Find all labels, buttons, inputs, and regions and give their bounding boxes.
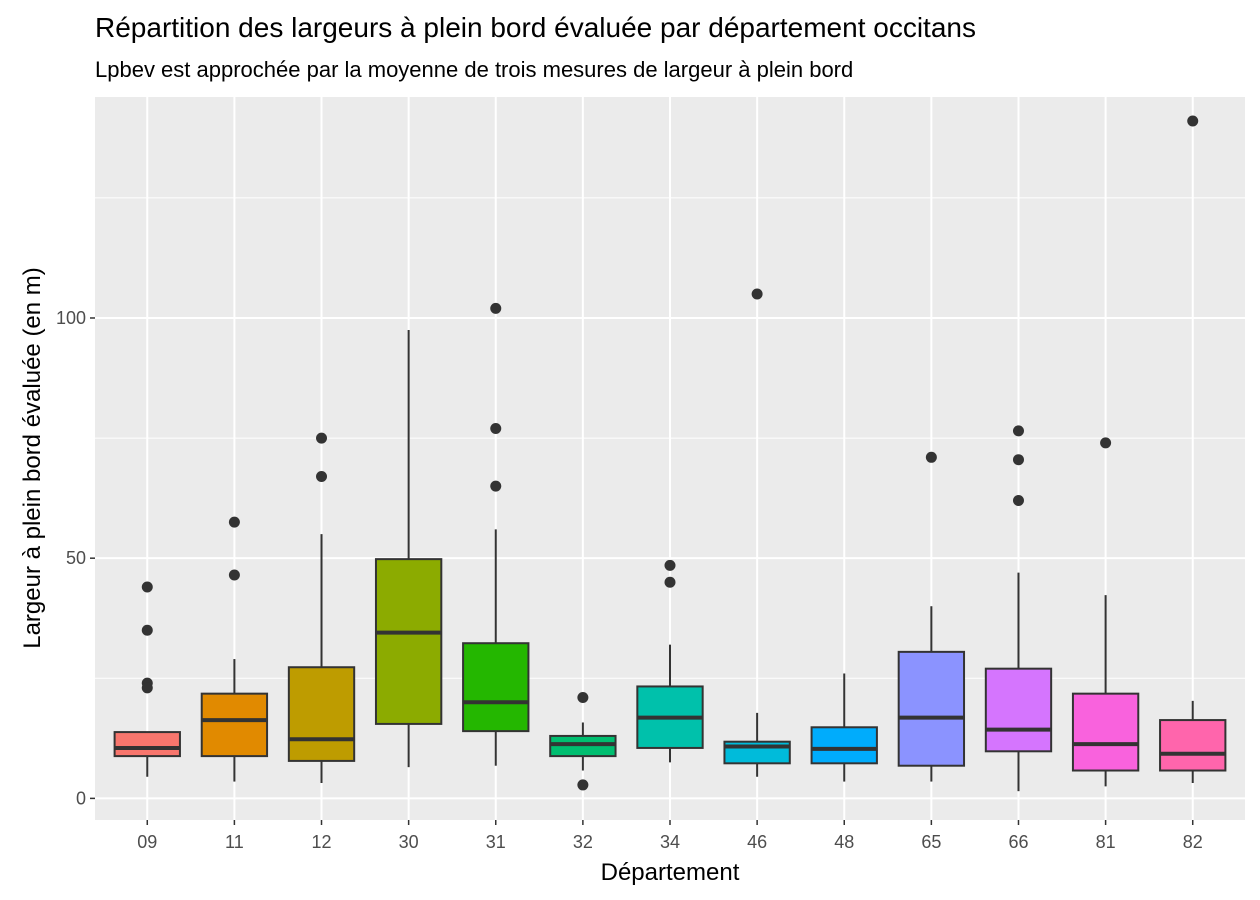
outlier-point: [141, 682, 153, 694]
box-31: [462, 302, 530, 766]
box-body: [287, 666, 356, 762]
box-34: [636, 559, 704, 763]
outlier-point: [664, 559, 676, 571]
x-tick-label: 32: [573, 832, 593, 852]
x-tick-label: 66: [1008, 832, 1028, 852]
outlier-point: [751, 288, 763, 300]
outlier-point: [1187, 115, 1199, 127]
box-82: [1159, 115, 1227, 784]
outlier-point: [1100, 437, 1112, 449]
outlier-point: [1012, 425, 1024, 437]
box-body: [113, 731, 181, 758]
y-tick-label: 100: [56, 308, 86, 328]
box-body: [1071, 692, 1140, 772]
box-12: [287, 432, 356, 784]
box-66: [984, 425, 1053, 792]
x-tick-label: 30: [399, 832, 419, 852]
x-tick-label: 12: [311, 832, 331, 852]
chart-title: Répartition des largeurs à plein bord év…: [95, 12, 976, 43]
outlier-point: [141, 581, 153, 593]
x-tick-label: 34: [660, 832, 680, 852]
y-tick-label: 0: [76, 788, 86, 808]
box-48: [810, 673, 878, 782]
x-tick-label: 09: [137, 832, 157, 852]
outlier-point: [664, 576, 676, 588]
outlier-point: [316, 471, 328, 483]
x-axis-title: Département: [601, 859, 740, 886]
x-tick-label: 65: [921, 832, 941, 852]
box-body: [984, 667, 1053, 753]
boxes-layer: [113, 115, 1227, 792]
x-tick-label: 11: [225, 832, 244, 852]
box-11: [200, 516, 269, 782]
x-tick-label: 31: [486, 832, 506, 852]
chart-subtitle: Lpbev est approchée par la moyenne de tr…: [95, 57, 853, 82]
y-tick-label: 50: [66, 548, 86, 568]
outlier-point: [141, 624, 153, 636]
box-body: [1159, 719, 1227, 772]
box-65: [897, 451, 966, 782]
outlier-point: [490, 480, 502, 492]
y-axis-title: Largeur à plein bord évaluée (en m): [19, 267, 46, 649]
x-tick-label: 82: [1183, 832, 1203, 852]
box-body: [810, 726, 878, 765]
box-30: [374, 329, 443, 768]
box-81: [1071, 437, 1140, 787]
x-tick-label: 48: [834, 832, 854, 852]
outlier-point: [316, 432, 328, 444]
tick-labels: 0 50 100 09 11 12 30 31 32 34 46 48 65 66 81 82: [56, 308, 1203, 852]
outlier-point: [577, 779, 589, 791]
outlier-point: [1012, 454, 1024, 466]
x-tick-label: 46: [747, 832, 767, 852]
outlier-point: [490, 302, 502, 314]
outlier-point: [577, 691, 589, 703]
box-46: [723, 288, 791, 777]
outlier-point: [228, 516, 240, 528]
box-32: [549, 691, 617, 791]
outlier-point: [925, 451, 937, 463]
outlier-point: [1012, 495, 1024, 507]
box-body: [462, 642, 530, 733]
box-body: [897, 650, 966, 767]
box-body: [374, 558, 443, 725]
x-tick-label: 81: [1096, 832, 1116, 852]
box-body: [200, 692, 269, 758]
outlier-point: [490, 422, 502, 434]
outlier-point: [228, 569, 240, 581]
box-09: [113, 581, 181, 777]
